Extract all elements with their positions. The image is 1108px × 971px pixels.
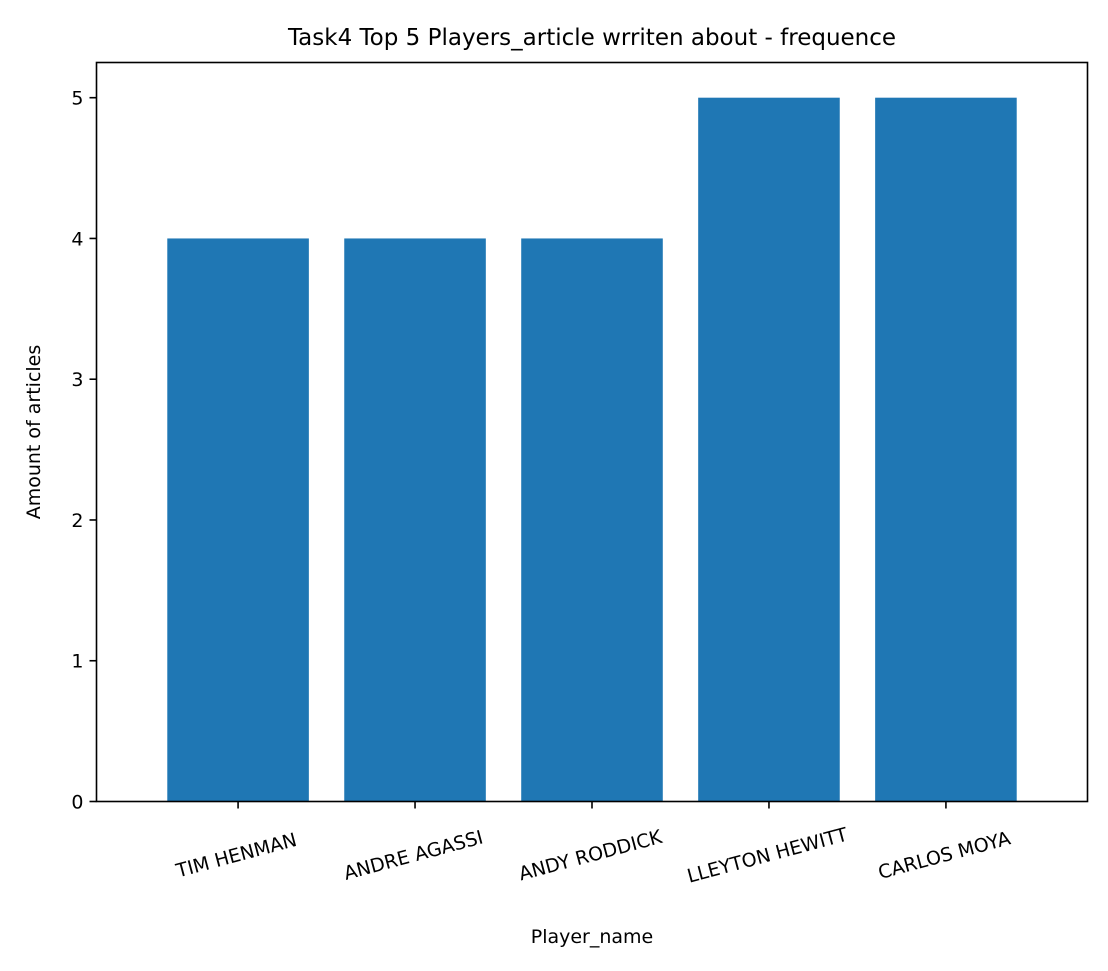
x-axis-label: Player_name (531, 926, 654, 948)
y-tick-label-1: 1 (71, 651, 83, 673)
y-axis-ticks: 0 1 2 3 4 5 (71, 88, 97, 814)
bar-1 (344, 238, 486, 802)
chart-title: Task4 Top 5 Players_article wrriten abou… (287, 25, 896, 51)
y-tick-label-2: 2 (71, 510, 83, 532)
bar-3 (698, 97, 840, 802)
y-axis-label: Amount of articles (23, 345, 45, 520)
y-tick-label-4: 4 (71, 228, 83, 250)
plot-frame (95, 61, 1089, 803)
bar-0 (167, 238, 309, 802)
y-tick-label-0: 0 (71, 792, 83, 814)
y-tick-label-5: 5 (71, 88, 83, 110)
bar-4 (875, 97, 1017, 802)
bars-group (167, 97, 1017, 802)
bar-2 (521, 238, 663, 802)
y-tick-label-3: 3 (71, 369, 83, 391)
